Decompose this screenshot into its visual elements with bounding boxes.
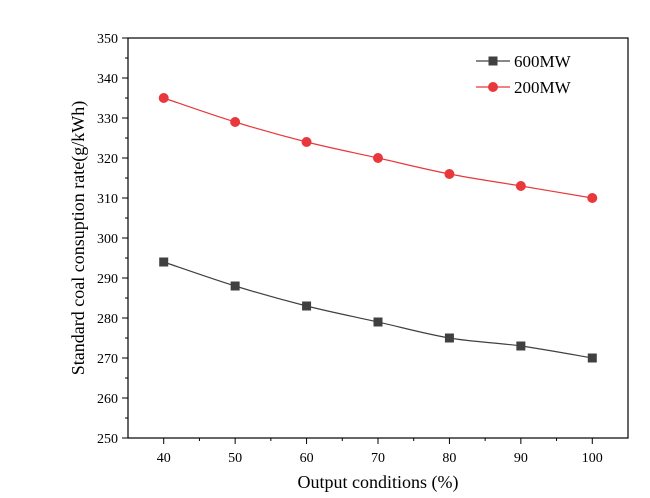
x-tick-label: 70 <box>371 451 385 466</box>
x-tick-label: 100 <box>582 451 603 466</box>
legend-marker-200mw <box>488 82 498 92</box>
plot-frame <box>127 37 629 439</box>
series-200mw <box>158 93 598 203</box>
legend: 600MW 200MW <box>476 52 572 97</box>
plot-border <box>127 37 629 439</box>
y-tick-label: 310 <box>97 192 118 207</box>
y-tick-label: 300 <box>97 232 118 247</box>
x-tick-label: 40 <box>157 451 171 466</box>
data-point-200mw <box>301 137 312 147</box>
y-tick-label: 280 <box>97 312 118 327</box>
series-line-600mw <box>163 261 593 359</box>
y-tick-label: 330 <box>97 112 118 127</box>
y-axis-ticks: 250 260 270 280 290 300 310 320 330 340 350 <box>97 32 128 447</box>
y-tick-label: 340 <box>97 72 118 87</box>
legend-marker-600mw <box>488 56 498 66</box>
data-point-200mw <box>230 117 241 127</box>
series-line-200mw <box>163 97 593 199</box>
series-600mw <box>159 257 597 363</box>
data-point-200mw <box>587 193 598 203</box>
data-point-600mw <box>230 281 240 291</box>
x-axis-ticks: 40 50 60 70 80 90 100 <box>157 438 603 466</box>
data-point-600mw <box>159 257 169 267</box>
x-tick-label: 50 <box>228 451 242 466</box>
y-axis-label: Standard coal consuption rate(g/kWh) <box>68 101 89 375</box>
series-layer <box>158 93 598 363</box>
data-point-200mw <box>515 181 526 191</box>
data-point-600mw <box>444 333 454 343</box>
y-tick-label: 320 <box>97 152 118 167</box>
y-tick-label: 250 <box>97 432 118 447</box>
x-tick-label: 80 <box>442 451 456 466</box>
y-tick-label: 260 <box>97 392 118 407</box>
x-tick-label: 60 <box>300 451 314 466</box>
y-tick-label: 290 <box>97 272 118 287</box>
x-axis-label: Output conditions (%) <box>298 472 459 493</box>
legend-item-200mw: 200MW <box>476 78 572 97</box>
legend-label-600mw: 600MW <box>514 52 572 71</box>
data-point-600mw <box>302 301 312 311</box>
data-point-200mw <box>158 93 169 103</box>
y-tick-label: 270 <box>97 352 118 367</box>
data-point-600mw <box>516 341 526 351</box>
legend-label-200mw: 200MW <box>514 78 572 97</box>
x-tick-label: 90 <box>514 451 528 466</box>
y-tick-label: 350 <box>97 32 118 47</box>
data-point-200mw <box>373 153 383 163</box>
data-point-200mw <box>444 169 455 179</box>
legend-item-600mw: 600MW <box>476 52 572 71</box>
data-point-600mw <box>587 353 597 363</box>
data-point-600mw <box>373 317 383 327</box>
